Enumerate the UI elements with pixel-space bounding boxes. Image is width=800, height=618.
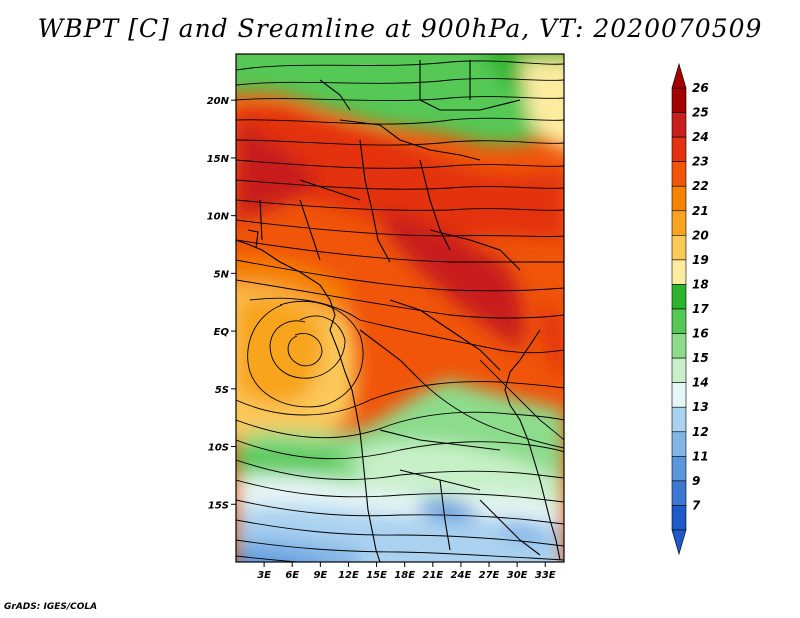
- colorbar-segment: [671, 480, 687, 506]
- lon-tick-label: 6E: [285, 570, 299, 581]
- colorbar-label: 17: [692, 302, 709, 316]
- lat-tick-label: 20N: [207, 96, 230, 107]
- longitude-axis: 3E 6E 9E 12E 15E 18E 21E 24E 27E 30E 33E: [257, 562, 556, 581]
- colorbar-segment: [671, 308, 687, 334]
- lat-tick-label: 15S: [208, 500, 229, 511]
- lon-tick-label: 30E: [507, 570, 528, 581]
- colorbar-label: 16: [692, 327, 709, 341]
- lat-tick-label: 10N: [207, 212, 230, 223]
- colorbar-label: 25: [692, 106, 709, 120]
- colorbar-segment: [671, 382, 687, 408]
- colorbar-label: 14: [692, 376, 709, 390]
- colorbar-segment: [671, 235, 687, 261]
- colorbar-segment: [671, 210, 687, 236]
- colorbar-segment: [671, 333, 687, 359]
- colorbar-segment: [671, 259, 687, 285]
- colorbar-bottom-arrow: [671, 529, 687, 556]
- map-frame: [235, 53, 565, 563]
- colorbar-segment: [671, 161, 687, 187]
- colorbar-label: 7: [692, 498, 701, 512]
- colorbar-label: 19: [692, 253, 709, 267]
- colorbar-segment: [671, 431, 687, 457]
- lat-tick-label: 5S: [215, 385, 229, 396]
- lat-tick-label: 15N: [207, 154, 230, 165]
- lat-tick-label: EQ: [214, 327, 230, 338]
- wbpt-field: [236, 54, 564, 562]
- lon-tick-label: 24E: [451, 570, 472, 581]
- colorbar-label: 15: [692, 351, 709, 365]
- colorbar-label: 22: [692, 179, 709, 193]
- streamlines: [236, 60, 564, 562]
- colorbar-label: 12: [692, 425, 709, 439]
- colorbar-label: 9: [692, 474, 700, 488]
- lon-tick-label: 15E: [366, 570, 387, 581]
- lon-tick-label: 18E: [394, 570, 415, 581]
- colorbar-segment: [671, 136, 687, 162]
- colorbar-label: 11: [692, 449, 709, 463]
- colorbar-segment: [671, 357, 687, 383]
- colorbar-label: 23: [692, 155, 709, 169]
- latitude-axis: 20N 15N 10N 5N EQ 5S 10S 15S: [207, 96, 236, 511]
- lon-tick-label: 27E: [479, 570, 500, 581]
- colorbar: 26 25 24 23 22 21 20 19 18 17 16 15 14 13 12 11 9 7: [671, 62, 709, 556]
- grads-credit: GrADS: IGES/COLA: [4, 602, 98, 612]
- chart-title: WBPT [C] and Sreamline at 900hPa, VT: 20…: [37, 14, 763, 43]
- colorbar-segment: [671, 185, 687, 212]
- colorbar-label: 13: [692, 400, 709, 414]
- lat-tick-label: 5N: [214, 269, 230, 280]
- colorbar-segment: [671, 87, 687, 113]
- colorbar-segment: [671, 112, 687, 138]
- colorbar-segment: [671, 456, 687, 482]
- colorbar-label: 24: [692, 130, 709, 144]
- colorbar-segment: [671, 505, 687, 531]
- lon-tick-label: 9E: [313, 570, 327, 581]
- colorbar-label: 26: [692, 81, 709, 95]
- colorbar-top-arrow: [671, 62, 687, 89]
- colorbar-label: 20: [692, 228, 709, 242]
- lat-tick-label: 10S: [208, 443, 229, 454]
- colorbar-segment: [671, 284, 687, 310]
- colorbar-segment: [671, 406, 687, 433]
- colorbar-label: 21: [692, 204, 709, 218]
- lon-tick-label: 12E: [338, 570, 359, 581]
- lon-tick-label: 21E: [422, 570, 443, 581]
- colorbar-label: 18: [692, 277, 709, 291]
- country-borders: [236, 60, 561, 562]
- lon-tick-label: 3E: [257, 570, 271, 581]
- lon-tick-label: 33E: [535, 570, 556, 581]
